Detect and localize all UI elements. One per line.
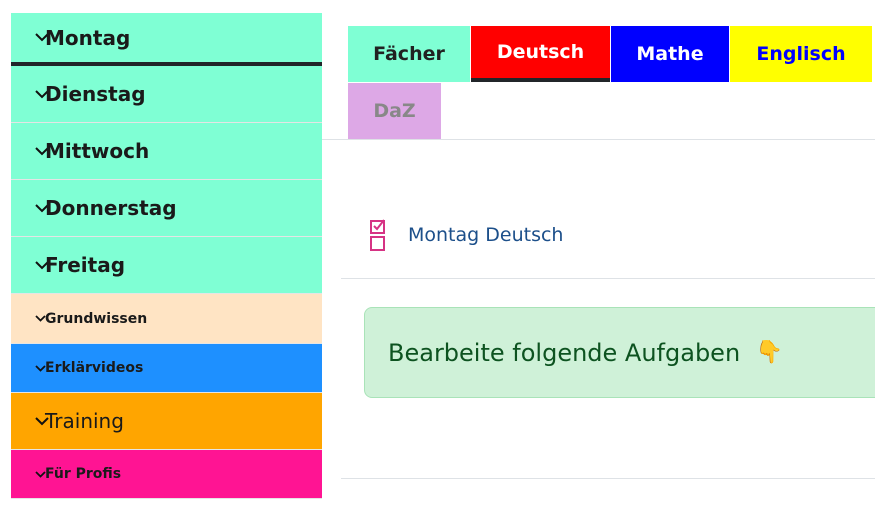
chevron-down-icon	[11, 315, 46, 322]
sidebar-item-label: Grundwissen	[45, 310, 148, 327]
sidebar-item-dienstag[interactable]: Dienstag	[11, 66, 322, 123]
activity-link[interactable]: Montag Deutsch	[370, 218, 563, 252]
sidebar-item-training[interactable]: Training	[11, 393, 322, 450]
sidebar-item-label: Erklärvideos	[45, 360, 144, 376]
sidebar-item-label: Mittwoch	[45, 139, 150, 163]
sidebar-item-label: Dienstag	[45, 82, 146, 106]
sidebar-item-label: Training	[45, 409, 124, 433]
info-alert: Bearbeite folgende Aufgaben 👇	[364, 307, 875, 398]
sidebar-item-donnerstag[interactable]: Donnerstag	[11, 180, 322, 237]
pointing-down-icon: 👇	[755, 340, 784, 365]
activity-label: Montag Deutsch	[408, 224, 564, 246]
alert-text: Bearbeite folgende Aufgaben	[388, 338, 741, 367]
chevron-down-icon	[11, 260, 49, 270]
sidebar-item-label: Für Profis	[45, 466, 122, 482]
tab-daz[interactable]: DaZ	[348, 83, 441, 139]
divider	[341, 278, 875, 279]
sidebar-item-erklaervideos[interactable]: Erklärvideos	[11, 344, 322, 393]
chevron-down-icon	[11, 33, 49, 42]
tab-englisch[interactable]: Englisch	[730, 26, 872, 82]
sidebar-item-montag[interactable]: Montag	[11, 13, 322, 66]
sidebar-item-label: Donnerstag	[45, 196, 177, 220]
sidebar: Montag Dienstag Mittwoch Donnerstag Frei…	[11, 13, 322, 499]
tab-faecher[interactable]: Fächer	[348, 26, 470, 82]
sidebar-item-mittwoch[interactable]: Mittwoch	[11, 123, 322, 180]
chevron-down-icon	[11, 89, 49, 99]
divider	[341, 478, 875, 479]
sidebar-item-freitag[interactable]: Freitag	[11, 237, 322, 294]
tab-mathe[interactable]: Mathe	[611, 26, 729, 82]
sidebar-item-grundwissen[interactable]: Grundwissen	[11, 294, 322, 344]
sidebar-item-fuer-profis[interactable]: Für Profis	[11, 450, 322, 499]
sidebar-item-label: Freitag	[45, 253, 126, 277]
divider	[322, 139, 875, 140]
sidebar-item-label: Montag	[45, 25, 131, 50]
chevron-down-icon	[11, 364, 46, 372]
chevron-down-icon	[11, 146, 49, 156]
chevron-down-icon	[11, 203, 49, 213]
tab-deutsch[interactable]: Deutsch	[471, 26, 610, 82]
chevron-down-icon	[11, 416, 49, 426]
checklist-icon	[370, 219, 385, 251]
chevron-down-icon	[11, 470, 46, 478]
